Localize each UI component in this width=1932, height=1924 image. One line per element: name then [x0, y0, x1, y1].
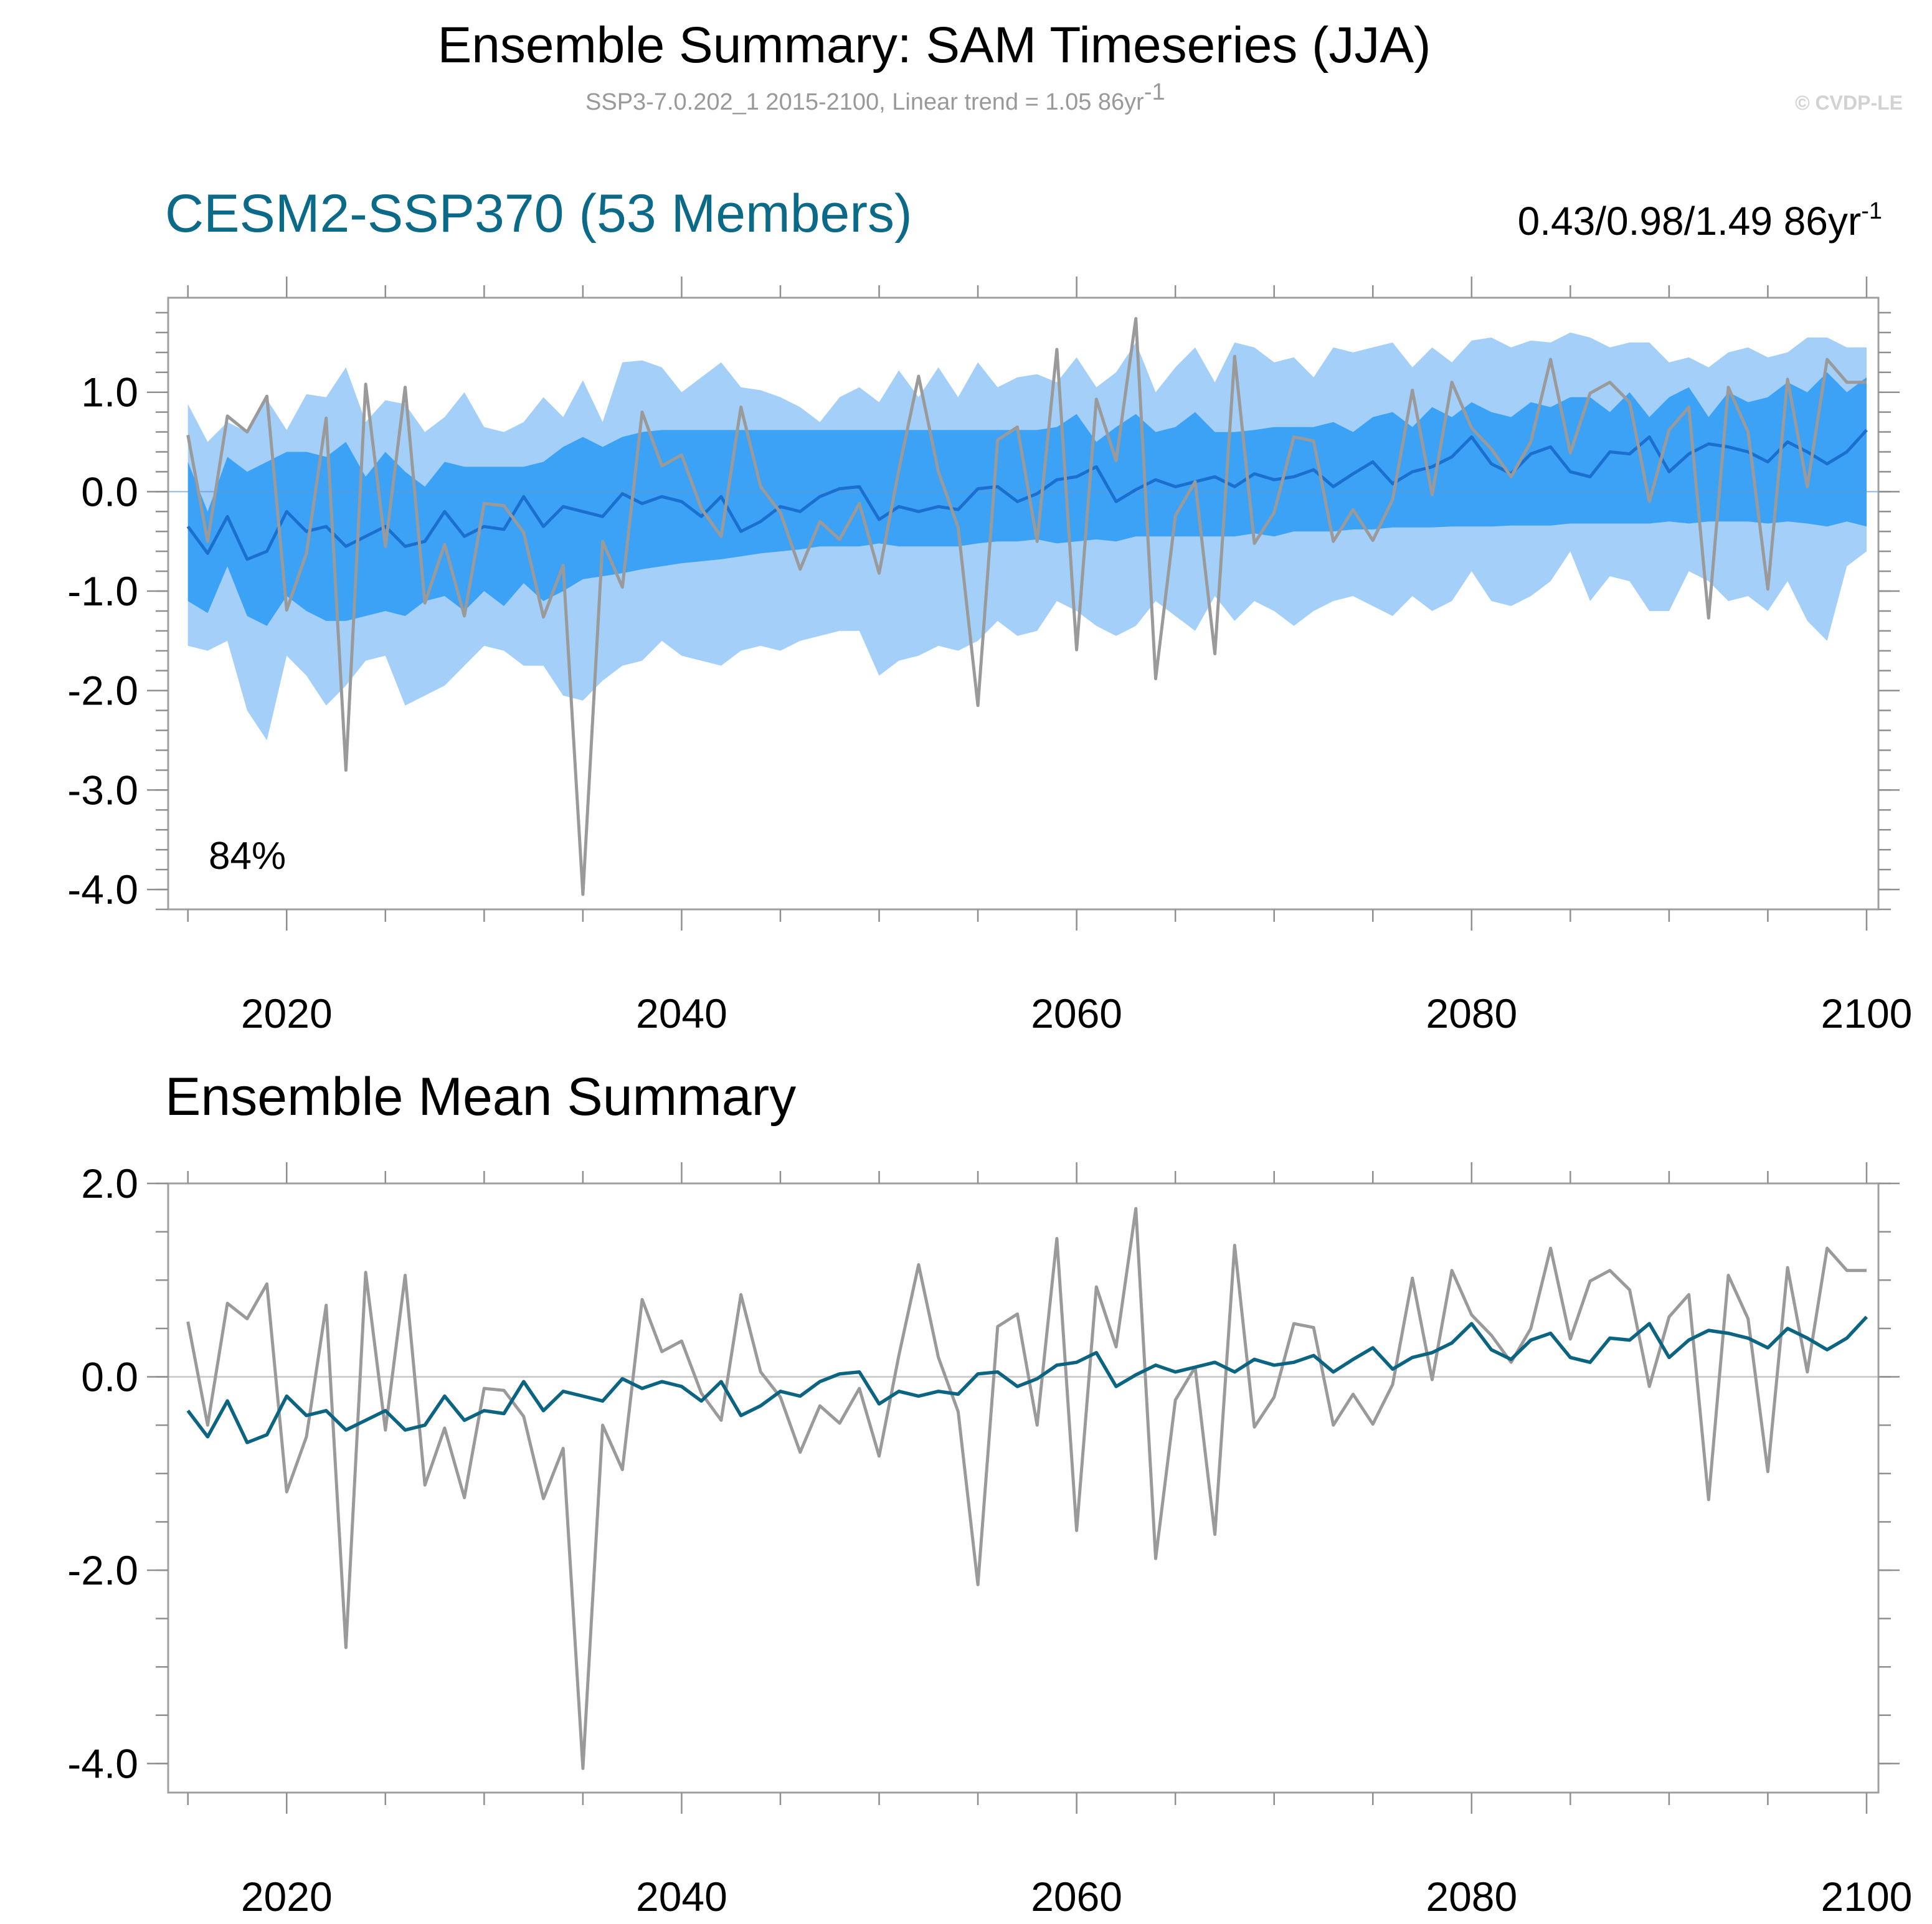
- x-tick-label: 2080: [1426, 990, 1517, 1036]
- x-tick-label: 2020: [241, 990, 333, 1036]
- ensemble-mean-line: [186, 1315, 1868, 1444]
- x-tick-label: 2100: [1821, 990, 1913, 1036]
- observations-line: [186, 317, 1867, 896]
- panel1-plot-area: [168, 317, 1878, 896]
- x-tick-label: 2020: [241, 1874, 333, 1920]
- y-tick-label: -3.0: [67, 767, 138, 813]
- y-tick-label: 0.0: [81, 1353, 138, 1400]
- x-tick-label: 2040: [636, 1874, 727, 1920]
- x-tick-label: 2080: [1426, 1874, 1517, 1920]
- main-title: Ensemble Summary: SAM Timeseries (JJA): [438, 17, 1431, 73]
- trend-value: 0.43/0.98/1.49 86yr: [1518, 199, 1862, 244]
- x-tick-label: 2100: [1821, 1874, 1913, 1920]
- y-tick-label: 0.0: [81, 468, 138, 514]
- x-tick-label: 2060: [1031, 1874, 1122, 1920]
- ensemble-mean-line: [186, 429, 1868, 561]
- y-tick-label: -4.0: [67, 1740, 138, 1786]
- ensemble-mean-panel: Ensemble Mean Summary 2020 2040 2060 2080 21…: [67, 1067, 1912, 1920]
- panel1-trend-text: 0.43/0.98/1.49 86yr-1: [1518, 198, 1882, 244]
- subtitle-superscript: -1: [1144, 79, 1165, 105]
- y-tick-label: 2.0: [81, 1160, 138, 1206]
- panel2-axes: 2020 2040 2060 2080 2100 2.0 0.0 -2.0 -4.0: [67, 1160, 1912, 1920]
- panel1-title: CESM2-SSP370 (53 Members): [165, 184, 912, 244]
- y-tick-label: -1.0: [67, 568, 138, 614]
- subtitle-text: SSP3-7.0.202_1 2015-2100, Linear trend =…: [585, 89, 1144, 115]
- ensemble-spread-panel: CESM2-SSP370 (53 Members) 0.43/0.98/1.49…: [67, 184, 1912, 1036]
- watermark: © CVDP-LE: [1795, 92, 1903, 114]
- panel2-title: Ensemble Mean Summary: [165, 1067, 796, 1127]
- y-tick-label: -2.0: [67, 1547, 138, 1593]
- trend-superscript: -1: [1861, 198, 1882, 224]
- y-tick-label: -2.0: [67, 668, 138, 714]
- panel1-axes: 2020 2040 2060 2080 2100 1.0 0.0 -1.0 -2.0 -3.0 -4…: [67, 277, 1912, 1036]
- y-tick-label: 1.0: [81, 369, 138, 415]
- panel2-plot-area: [168, 1206, 1878, 1770]
- x-tick-label: 2060: [1031, 990, 1122, 1036]
- percent-annotation: 84%: [209, 835, 286, 878]
- observations-line: [186, 1206, 1867, 1770]
- x-tick-label: 2040: [636, 990, 727, 1036]
- subtitle: SSP3-7.0.202_1 2015-2100, Linear trend =…: [585, 79, 1165, 115]
- y-tick-label: -4.0: [67, 866, 138, 912]
- plot-frame: [167, 296, 1880, 911]
- plot-frame: [167, 1182, 1880, 1794]
